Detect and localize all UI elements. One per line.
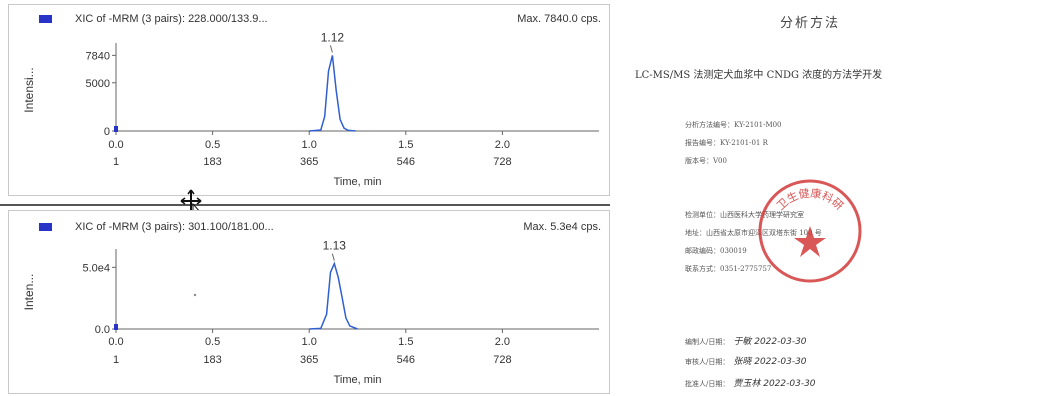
document-line: 邮政编码：030019 (685, 247, 747, 255)
peak-leader (331, 253, 335, 261)
max-intensity-label: Max. 7840.0 cps. (517, 13, 601, 25)
x-axis-title: Time, min (334, 176, 382, 188)
peak-leader (329, 45, 333, 53)
signature-line: 编制人/日期： 于敏 2022-03-30 (685, 334, 807, 347)
document-line: 报告编号：KY-2101-01 R (685, 139, 768, 147)
x-tick-label: 2.0 (495, 336, 510, 348)
origin-marker (114, 324, 118, 330)
signature-role: 审核人/日期： (685, 358, 730, 366)
x-tick-label: 0.0 (108, 139, 123, 151)
x-tick-label: 0.0 (108, 336, 123, 348)
trace-header-label: XIC of -MRM (3 pairs): 301.100/181.00... (75, 221, 274, 233)
chromatogram-trace (309, 261, 358, 330)
y-tick-label: 0 (104, 126, 110, 138)
document-subtitle: LC-MS/MS 法测定犬血浆中 CNDG 浓度的方法学开发 (635, 70, 883, 81)
x-tick-label: 1.0 (302, 336, 317, 348)
y-tick-label: 5000 (86, 78, 110, 90)
max-intensity-label: Max. 5.3e4 cps. (523, 221, 601, 233)
signature-role: 批准人/日期： (685, 380, 730, 388)
x-tick-label: 2.0 (495, 139, 510, 151)
scan-tick-label: 365 (300, 156, 318, 168)
handwritten-signature: 张晓 2022-03-30 (733, 357, 807, 367)
x-tick-label: 1.5 (398, 336, 413, 348)
official-seal-stamp: 卫生健康科研 (758, 179, 862, 283)
signature-line: 审核人/日期： 张晓 2022-03-30 (685, 354, 807, 367)
document-line: 联系方式：0351-2775757 (685, 265, 772, 273)
scan-artifact-dot (193, 293, 197, 297)
peak-label: 1.13 (323, 239, 347, 253)
chromatogram-pane-bottom[interactable]: XIC of -MRM (3 pairs): 301.100/181.00...… (8, 210, 610, 394)
scan-tick-label: 728 (493, 156, 511, 168)
y-tick-label: 7840 (86, 50, 110, 62)
chromatogram-plot-bottom[interactable]: Inten... 5.0e4 0.00.0 0.5 1.0 1.5 2.0 1 183 365 54… (9, 211, 609, 393)
scan-tick-label: 546 (397, 156, 415, 168)
chromatogram-trace (309, 55, 356, 132)
scan-tick-label: 183 (203, 354, 221, 366)
chromatogram-plot-top[interactable]: Intensi... 7840 5000 00.0 0.5 1.0 1.5 2.0 1 183 36… (9, 5, 609, 195)
y-tick-label: 5.0e4 (82, 262, 110, 274)
chromatogram-pane-top[interactable]: XIC of -MRM (3 pairs): 228.000/133.9... … (8, 4, 610, 196)
y-axis-title: Inten... (22, 274, 36, 311)
scan-tick-label: 546 (397, 354, 415, 366)
svg-text:卫生健康科研: 卫生健康科研 (774, 186, 846, 213)
document-line: 版本号：V00 (685, 157, 727, 165)
document-line: 分析方法编号：KY-2101-M00 (685, 121, 782, 129)
signature-role: 编制人/日期： (685, 338, 730, 346)
scan-tick-label: 365 (300, 354, 318, 366)
y-tick-label: 0.0 (95, 324, 110, 336)
handwritten-signature: 于敏 2022-03-30 (733, 337, 807, 347)
x-tick-label: 1.5 (398, 139, 413, 151)
document-line: 地址：山西省太原市迎泽区双塔东街 100 号 (685, 229, 822, 237)
x-tick-label: 0.5 (205, 139, 220, 151)
y-axis-title: Intensi... (22, 67, 36, 112)
trace-color-swatch (39, 223, 52, 231)
x-axis-title: Time, min (334, 374, 382, 386)
scan-tick-label: 183 (203, 156, 221, 168)
scanned-document-page: 分析方法 LC-MS/MS 法测定犬血浆中 CNDG 浓度的方法学开发 分析方法… (625, 0, 1055, 396)
trace-header-label: XIC of -MRM (3 pairs): 228.000/133.9... (75, 13, 268, 25)
x-tick-label: 1.0 (302, 139, 317, 151)
handwritten-signature: 贾玉林 2022-03-30 (733, 379, 816, 389)
origin-marker (114, 126, 118, 132)
x-tick-label: 0.5 (205, 336, 220, 348)
scan-tick-label: 728 (493, 354, 511, 366)
trace-color-swatch (39, 15, 52, 23)
scan-tick-label: 1 (113, 156, 119, 168)
document-line: 检测单位：山西医科大学药理学研究室 (685, 211, 804, 219)
scan-tick-label: 1 (113, 354, 119, 366)
peak-label: 1.12 (321, 30, 345, 44)
document-title: 分析方法 (779, 16, 840, 31)
signature-line: 批准人/日期： 贾玉林 2022-03-30 (685, 376, 816, 389)
pane-splitter[interactable] (0, 204, 610, 206)
